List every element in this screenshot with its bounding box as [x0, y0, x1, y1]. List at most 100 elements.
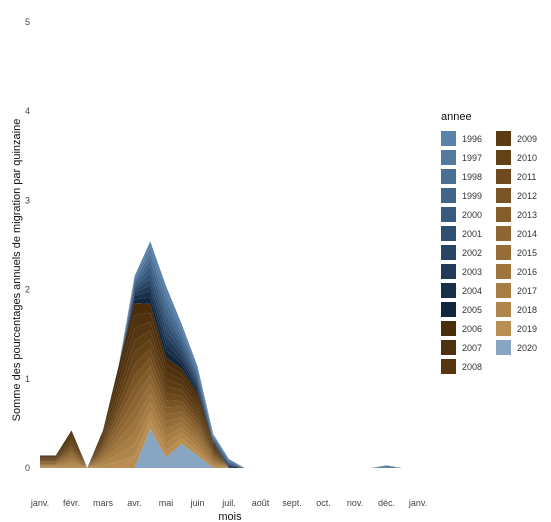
legend-swatch	[441, 264, 456, 279]
legend-label: 2006	[462, 323, 483, 334]
legend-item-2018: 2018	[496, 300, 551, 319]
legend-label: 2015	[517, 247, 538, 258]
area-2006	[40, 302, 403, 468]
y-tick-label: 2	[25, 285, 30, 295]
legend-label: 2014	[517, 228, 538, 239]
legend-label: 2001	[462, 228, 483, 239]
legend-item-2016: 2016	[496, 262, 551, 281]
y-tick-label: 0	[25, 463, 30, 473]
area-2003	[40, 285, 403, 468]
legend-swatch	[496, 245, 511, 260]
legend-label: 2016	[517, 266, 538, 277]
area-2011	[40, 348, 403, 468]
legend-item-1996: 1996	[441, 129, 496, 148]
legend-swatch	[441, 169, 456, 184]
area-2010	[40, 339, 403, 468]
legend-item-2004: 2004	[441, 281, 496, 300]
legend-item-1998: 1998	[441, 167, 496, 186]
area-2007	[40, 312, 403, 468]
area-2012	[40, 357, 403, 468]
legend-item-1997: 1997	[441, 148, 496, 167]
area-2018	[40, 410, 403, 468]
area-2015	[40, 384, 403, 468]
legend-label: 2020	[517, 342, 538, 353]
legend-swatch	[441, 302, 456, 317]
legend-label: 2003	[462, 266, 483, 277]
legend-label: 2019	[517, 323, 538, 334]
area-2002	[40, 278, 403, 468]
legend-item-2008: 2008	[441, 357, 496, 376]
legend-label: 2013	[517, 209, 538, 220]
x-tick-label: janv.	[30, 498, 49, 508]
area-layers	[40, 241, 403, 468]
legend-swatch	[496, 264, 511, 279]
area-2016	[40, 393, 403, 468]
legend-swatch	[496, 169, 511, 184]
legend-label: 2000	[462, 209, 483, 220]
legend-label: 2009	[517, 133, 538, 144]
area-2005	[40, 297, 403, 468]
legend-swatch	[441, 150, 456, 165]
legend-item-2019: 2019	[496, 319, 551, 338]
legend-label: 2004	[462, 285, 483, 296]
legend-item-2002: 2002	[441, 243, 496, 262]
x-axis-title: mois	[218, 511, 242, 522]
x-tick-label: juil.	[221, 498, 236, 508]
area-1997	[40, 247, 403, 468]
legend-swatch	[441, 207, 456, 222]
legend-swatch	[496, 302, 511, 317]
legend-item-2003: 2003	[441, 262, 496, 281]
y-tick-label: 1	[25, 374, 30, 384]
legend-item-2013: 2013	[496, 205, 551, 224]
legend-swatch	[496, 283, 511, 298]
legend-title: annee	[441, 111, 472, 123]
legend-item-2017: 2017	[496, 281, 551, 300]
legend-swatch	[496, 131, 511, 146]
legend-label: 2002	[462, 247, 483, 258]
legend-item-2007: 2007	[441, 338, 496, 357]
x-tick-label: sept.	[282, 498, 302, 508]
x-tick-label: janv.	[408, 498, 427, 508]
x-tick-label: déc.	[378, 498, 395, 508]
legend-column: 1996 1997 1998 1999 2000 2001 2002 2003 2004 2005…	[441, 129, 496, 376]
legend-label: 1998	[462, 171, 483, 182]
legend-item-2010: 2010	[496, 148, 551, 167]
legend-swatch	[441, 359, 456, 374]
legend-label: 2007	[462, 342, 483, 353]
area-2000	[40, 266, 403, 468]
legend-label: 2005	[462, 304, 483, 315]
y-tick-label: 5	[25, 17, 30, 27]
legend-label: 1999	[462, 190, 483, 201]
legend: annee 1996 1997 1998 1999 2000 2001 2002 2003 20…	[441, 111, 551, 376]
legend-item-1999: 1999	[441, 186, 496, 205]
area-2001	[40, 272, 403, 468]
legend-label: 2012	[517, 190, 538, 201]
x-tick-label: févr.	[63, 498, 80, 508]
legend-label: 2008	[462, 361, 483, 372]
legend-swatch	[441, 226, 456, 241]
legend-swatch	[496, 150, 511, 165]
legend-item-2020: 2020	[496, 338, 551, 357]
area-2008	[40, 321, 403, 468]
legend-label: 2018	[517, 304, 538, 315]
legend-column: 2009 2010 2011 2012 2013 2014 2015 2016 2017 2018…	[496, 129, 551, 376]
y-tick-label: 3	[25, 195, 30, 205]
x-tick-label: août	[252, 498, 270, 508]
legend-swatch	[441, 131, 456, 146]
legend-swatch	[496, 188, 511, 203]
legend-label: 1996	[462, 133, 483, 144]
x-tick-label: avr.	[127, 498, 142, 508]
area-2004	[40, 291, 403, 468]
area-1999	[40, 260, 403, 468]
x-tick-label: oct.	[316, 498, 331, 508]
y-axis-title: Somme des pourcentages annuels de migrat…	[11, 119, 23, 422]
legend-swatch	[441, 340, 456, 355]
y-tick-label: 4	[25, 106, 30, 116]
x-tick-label: juin	[189, 498, 204, 508]
legend-item-2006: 2006	[441, 319, 496, 338]
legend-swatch	[441, 321, 456, 336]
legend-swatch	[496, 207, 511, 222]
y-axis: 0 1 2 3 4 5	[25, 17, 30, 473]
legend-item-2000: 2000	[441, 205, 496, 224]
